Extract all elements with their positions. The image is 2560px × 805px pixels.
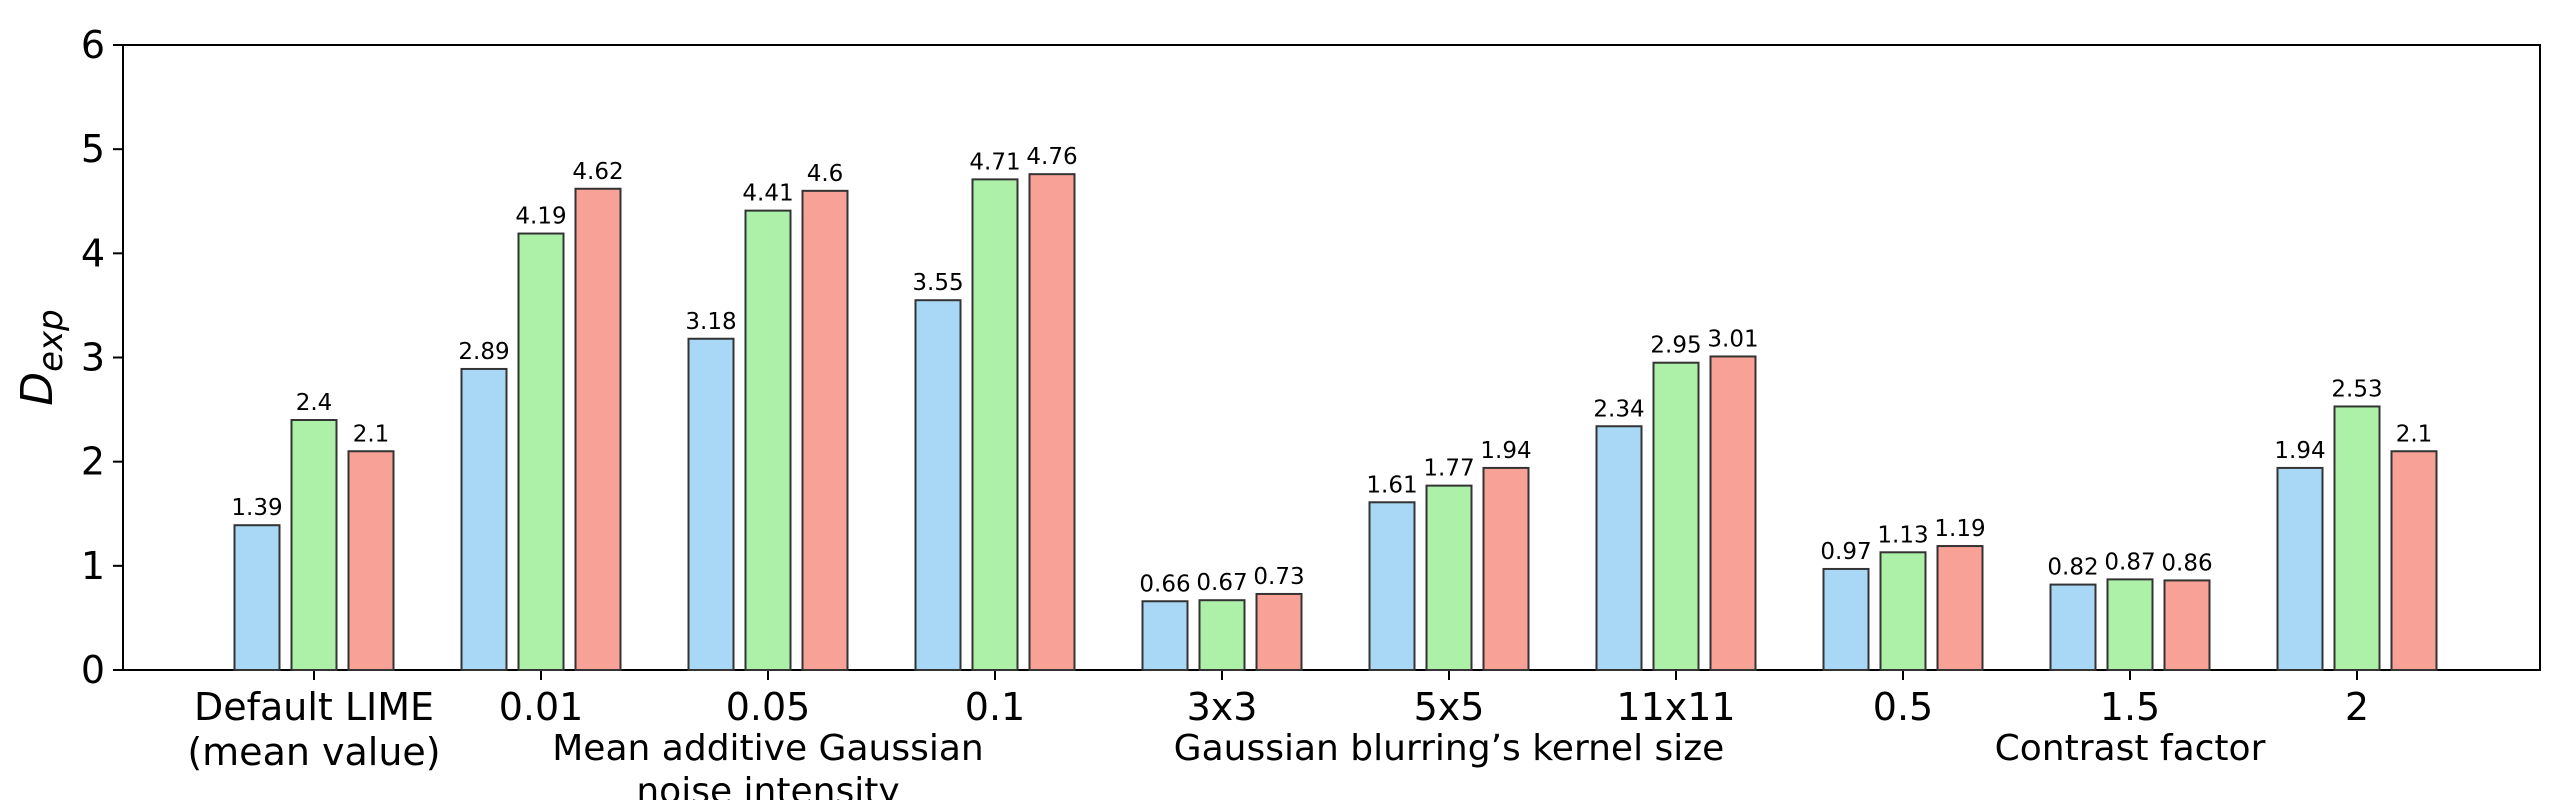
bar <box>1652 361 1700 671</box>
bar <box>2049 583 2097 671</box>
bar <box>574 187 622 671</box>
bar <box>1936 545 1984 672</box>
y-tick-label: 5 <box>81 127 105 171</box>
bar-value-label: 0.86 <box>2161 550 2212 576</box>
bar-value-label: 0.87 <box>2104 549 2155 575</box>
bar-value-label: 4.71 <box>969 149 1020 175</box>
bar <box>1822 567 1870 671</box>
bar-value-label: 3.55 <box>912 270 963 296</box>
x-tick-label: 5x5 <box>1414 685 1485 729</box>
group-label: noise intensity <box>636 771 899 800</box>
bar-value-label: 4.62 <box>572 159 623 185</box>
bar <box>1482 466 1530 671</box>
bar-value-label: 2.1 <box>353 421 390 447</box>
bar-value-label: 1.13 <box>1877 522 1928 548</box>
bar-value-label: 0.67 <box>1196 570 1247 596</box>
bar <box>1028 173 1076 672</box>
group-label: Contrast factor <box>1995 728 2266 769</box>
x-tick-label: 2 <box>2345 685 2369 729</box>
bar <box>290 419 338 671</box>
bar <box>517 232 565 672</box>
y-axis-label-main: D <box>12 372 63 406</box>
bar <box>460 367 508 671</box>
bar <box>347 450 395 671</box>
bar-value-label: 3.01 <box>1707 326 1758 352</box>
bar <box>1141 600 1189 671</box>
bar-value-label: 2.4 <box>296 390 333 416</box>
bar-value-label: 2.34 <box>1593 396 1644 422</box>
bar <box>914 299 962 671</box>
y-tick-label: 3 <box>81 336 105 380</box>
bar-value-label: 0.82 <box>2047 555 2098 581</box>
bar <box>801 189 849 671</box>
y-axis-label-subscript: exp <box>31 309 71 372</box>
bar-value-label: 4.41 <box>742 181 793 207</box>
bar <box>1368 501 1416 671</box>
bar <box>233 524 281 671</box>
bar-value-label: 1.39 <box>231 495 282 521</box>
bar <box>2106 578 2154 671</box>
bar-value-label: 0.66 <box>1139 571 1190 597</box>
bar-value-label: 2.1 <box>2396 421 2433 447</box>
bar-value-label: 0.97 <box>1820 539 1871 565</box>
bar-value-label: 3.18 <box>685 309 736 335</box>
bar-value-label: 1.94 <box>2274 438 2325 464</box>
x-tick-label: Default LIME <box>194 685 434 729</box>
y-tick-label: 6 <box>81 23 105 67</box>
x-tick-label: (mean value) <box>187 730 440 774</box>
x-tick-label: 0.5 <box>1873 685 1933 729</box>
bar <box>1198 599 1246 671</box>
y-tick-label: 0 <box>81 648 105 692</box>
bar <box>1255 592 1303 671</box>
y-tick-label: 1 <box>81 544 105 588</box>
bar-value-label: 1.77 <box>1423 456 1474 482</box>
y-tick-label: 4 <box>81 231 105 275</box>
bar <box>1709 355 1757 671</box>
x-tick-label: 11x11 <box>1616 685 1735 729</box>
bar-value-label: 2.89 <box>458 339 509 365</box>
bar-value-label: 2.53 <box>2331 376 2382 402</box>
bar-value-label: 0.73 <box>1253 564 1304 590</box>
y-axis-label: Dexp <box>12 309 71 406</box>
bar <box>2333 405 2381 671</box>
x-tick-label: 0.01 <box>499 685 584 729</box>
group-label: Gaussian blurring’s kernel size <box>1174 728 1725 769</box>
x-tick-label: 3x3 <box>1187 685 1258 729</box>
bar <box>744 209 792 671</box>
bar-value-label: 4.6 <box>807 161 844 187</box>
bar <box>971 178 1019 671</box>
bar <box>687 337 735 671</box>
bar <box>1425 484 1473 671</box>
x-tick-label: 0.05 <box>726 685 811 729</box>
bar-value-label: 1.61 <box>1366 472 1417 498</box>
bar-value-label: 4.19 <box>515 204 566 230</box>
bar-value-label: 1.94 <box>1480 438 1531 464</box>
x-tick-label: 0.1 <box>965 685 1025 729</box>
bar <box>1595 425 1643 671</box>
x-tick-label: 1.5 <box>2100 685 2160 729</box>
bar-value-label: 2.95 <box>1650 333 1701 359</box>
bar <box>2276 466 2324 671</box>
bar <box>2390 450 2438 671</box>
group-label: Mean additive Gaussian <box>552 728 983 769</box>
bar-value-label: 4.76 <box>1026 144 1077 170</box>
bar <box>2163 579 2211 672</box>
bar-value-label: 1.19 <box>1934 516 1985 542</box>
y-tick-label: 2 <box>81 440 105 484</box>
bar <box>1879 551 1927 672</box>
